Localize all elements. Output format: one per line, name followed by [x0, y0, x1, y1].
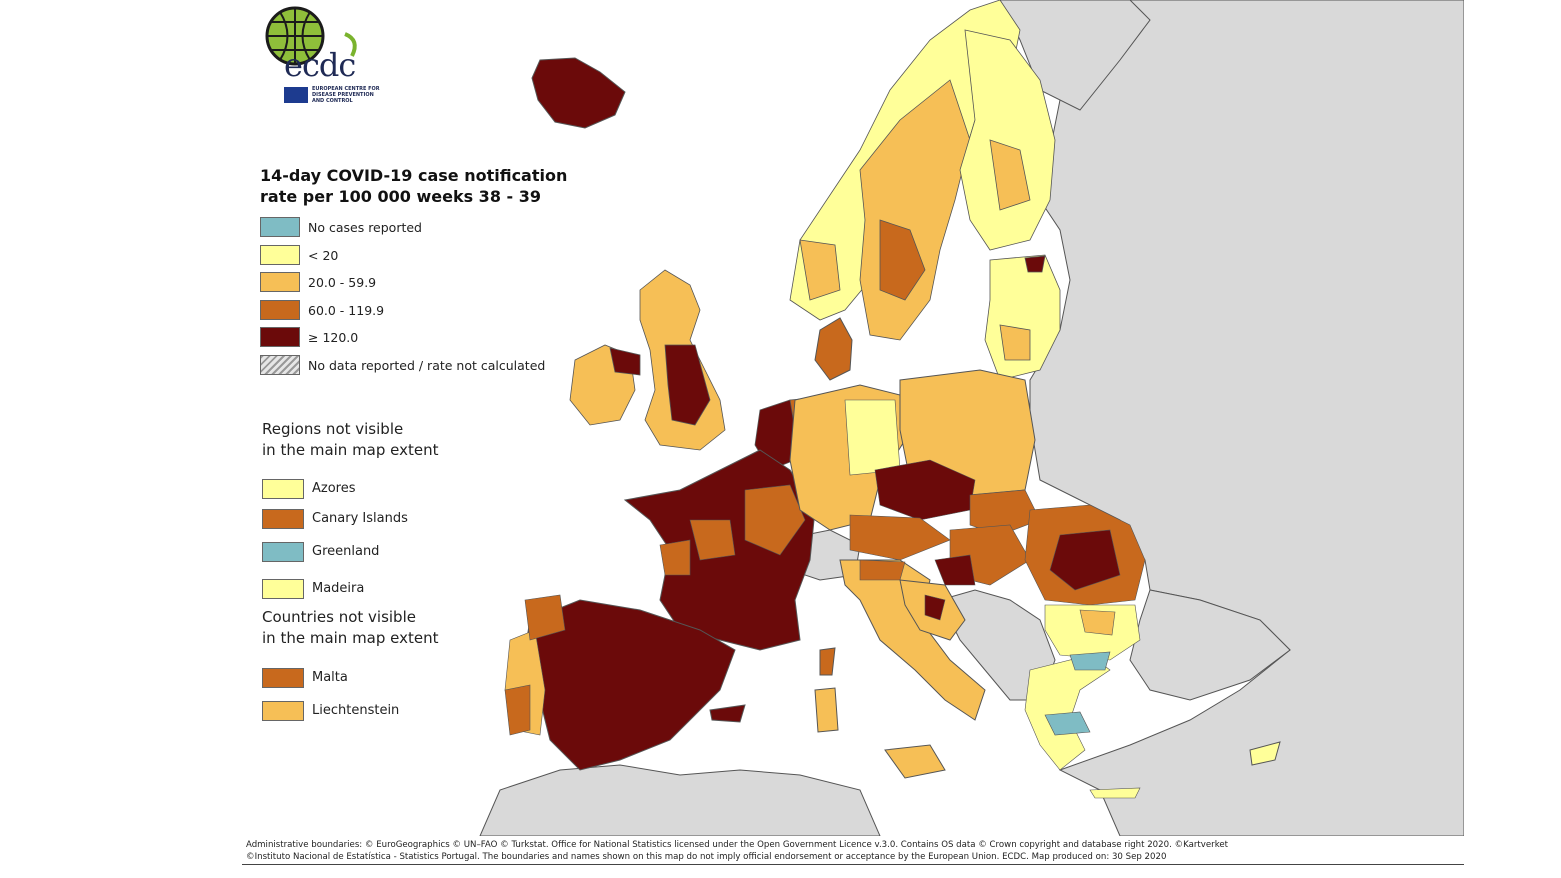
logo-text: ecdc — [284, 46, 356, 84]
credits-line2: ©Instituto Nacional de Estatística - Sta… — [246, 852, 1167, 862]
legend-swatch — [262, 542, 304, 562]
ireland-uk — [569, 269, 726, 451]
europe-choropleth-map — [479, 0, 1464, 836]
balearic — [709, 704, 746, 723]
iceland — [531, 57, 626, 129]
romania-bulgaria — [1024, 504, 1146, 661]
cyprus — [1249, 741, 1281, 766]
region-label: Greenland — [312, 544, 380, 559]
legend-title-line2: rate per 100 000 weeks 38 - 39 — [260, 187, 541, 206]
scandinavia — [789, 0, 1056, 341]
bottom-divider — [242, 864, 1464, 865]
countries-title-line1: Countries not visible — [262, 608, 416, 626]
regions-title-line2: in the main map extent — [262, 441, 439, 459]
region-label: Azores — [312, 481, 356, 496]
legend-label: ≥ 120.0 — [308, 330, 359, 345]
legend-swatch — [262, 509, 304, 529]
credits-line1: Administrative boundaries: © EuroGeograp… — [246, 840, 1229, 850]
country-label: Malta — [312, 670, 348, 685]
ecdc-globe-icon — [265, 6, 357, 66]
non-eu-land — [479, 0, 1464, 836]
country-label: Liechtenstein — [312, 703, 400, 718]
legend-swatch — [262, 701, 304, 721]
denmark — [814, 317, 853, 381]
legend-label: < 20 — [308, 247, 339, 263]
corsica — [819, 647, 836, 676]
logo-subtitle: EUROPEAN CENTRE FOR DISEASE PREVENTION A… — [312, 86, 380, 104]
central-europe — [849, 459, 1041, 586]
legend-swatch — [260, 327, 300, 347]
regions-not-visible-title: Regions not visible in the main map exte… — [262, 419, 562, 461]
greece — [1024, 651, 1141, 799]
map-panel — [242, 0, 1464, 836]
legend-label: No data reported / rate not calculated — [308, 357, 546, 373]
eu-flag-icon — [284, 87, 308, 103]
legend-title: 14-day COVID-19 case notification rate p… — [260, 165, 590, 207]
legend-label: 60.0 - 119.9 — [308, 302, 385, 318]
region-label: Canary Islands — [312, 511, 408, 526]
legend-swatch — [262, 479, 304, 499]
legend-swatch — [262, 579, 304, 599]
baltics — [984, 254, 1061, 381]
countries-title-line2: in the main map extent — [262, 629, 439, 647]
legend-swatch — [260, 272, 300, 292]
legend-label: No cases reported — [308, 220, 422, 235]
legend-swatch — [260, 217, 300, 237]
map-credits: Administrative boundaries: © EuroGeograp… — [246, 839, 1228, 863]
legend-swatch — [262, 668, 304, 688]
legend-label: 20.0 - 59.9 — [308, 275, 377, 290]
legend-swatch — [260, 244, 300, 265]
sicily — [884, 744, 946, 779]
italy — [839, 559, 986, 721]
legend-swatch — [260, 354, 300, 375]
regions-title-line1: Regions not visible — [262, 420, 404, 438]
region-label: Madeira — [312, 581, 365, 596]
portugal — [504, 594, 566, 736]
sardinia — [814, 687, 839, 733]
countries-not-visible-title: Countries not visible in the main map ex… — [262, 607, 562, 649]
legend-swatch — [260, 299, 300, 320]
legend-title-line1: 14-day COVID-19 case notification — [260, 166, 568, 185]
